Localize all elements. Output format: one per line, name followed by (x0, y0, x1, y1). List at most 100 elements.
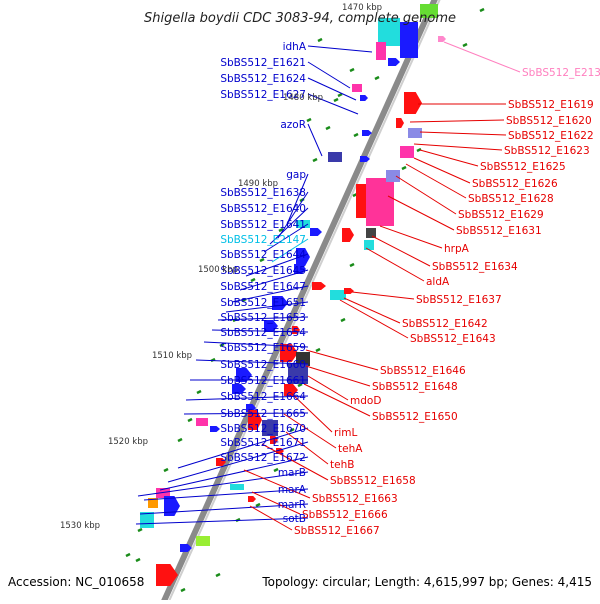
leader-line (419, 131, 507, 136)
gene-arrow (360, 156, 370, 162)
tick-mark (219, 342, 225, 348)
gene-block (262, 420, 278, 436)
tick-mark (340, 317, 346, 323)
kbp-scale-mark: 1490 kbp (238, 179, 278, 189)
leader-line (269, 207, 309, 245)
gene-label-left: SbBS512_E1664 (220, 391, 306, 403)
leader-line (365, 247, 425, 282)
gene-label-right: aldA (426, 276, 450, 288)
tick-mark (401, 165, 407, 171)
gene-label-left: SbBS512_E1638 (220, 187, 306, 199)
gene-block (378, 18, 400, 46)
backbone-shadow (166, 0, 441, 604)
tick-mark (187, 417, 193, 423)
gene-label-right: tehB (330, 459, 354, 471)
gene-label-right: SbBS512_E1628 (468, 193, 554, 205)
gene-label-left: marR (278, 499, 306, 511)
tick-mark (317, 37, 323, 43)
tick-mark (259, 257, 265, 263)
leader-line (143, 488, 309, 501)
tick-mark (349, 67, 355, 73)
leader-line (135, 517, 309, 525)
kbp-scale-mark: 1470 kbp (342, 3, 382, 13)
gene-label-right: SbBS512_E1631 (456, 225, 542, 237)
leader-line (285, 431, 329, 465)
gene-label-right: SbBS512_E1646 (380, 365, 466, 377)
gene-label-left: gap (286, 169, 306, 181)
accession-text: Accession: NC_010658 (8, 575, 144, 589)
leader-line (413, 143, 503, 151)
leader-line (307, 45, 373, 53)
tick-mark (315, 347, 321, 353)
label-leaders (135, 41, 521, 531)
gene-arrow (272, 296, 288, 310)
gene-arrow (396, 118, 404, 128)
leader-line (167, 441, 309, 483)
gene-block (366, 178, 394, 226)
leader-line (211, 329, 309, 333)
leader-line (307, 61, 351, 89)
gene-label-right: SbBS512_E2137 (522, 67, 600, 79)
gene-label-right: SbBS512_E1626 (472, 178, 558, 190)
leader-line (289, 391, 333, 433)
leader-line (243, 469, 311, 499)
gene-block (330, 290, 346, 300)
gene-label-left: SbBS512_E1621 (220, 57, 306, 69)
gene-label-left: SbBS512_E1647 (220, 281, 306, 293)
gene-label-left: sotB (283, 513, 306, 525)
leader-line (217, 316, 309, 321)
tick-mark (416, 147, 422, 153)
backbone-arc (159, 0, 438, 604)
genome-title: Shigella boydii CDC 3083-94, complete ge… (144, 11, 456, 26)
leader-line (159, 456, 309, 491)
gene-arrow (312, 282, 326, 290)
gene-block (156, 488, 170, 498)
gene-label-right: SbBS512_E1648 (372, 381, 458, 393)
leader-line (371, 235, 431, 267)
tick-mark (135, 557, 141, 563)
gene-label-left: SbBS512_E1670 (220, 423, 306, 435)
gene-label-left: SbBS512_E1627 (220, 89, 306, 101)
scale-marks: 1470 kbp 1480 kbp 1490 kbp 1500 kbp 1510 kbp… (60, 3, 382, 531)
kbp-scale-mark: 1510 kbp (152, 351, 192, 361)
leader-line (231, 285, 309, 303)
leader-line (339, 299, 409, 339)
leader-line (303, 383, 371, 417)
gene-arrow (310, 228, 322, 236)
tick-mark (196, 389, 202, 395)
gene-label-right: SbBS512_E1667 (294, 525, 380, 537)
gene-label-left: SbBS512_E1661 (220, 375, 306, 387)
leader-line (177, 427, 309, 469)
tick-mark (289, 427, 295, 433)
gene-arrow (284, 384, 298, 396)
gene-label-left: SbBS512_E1641 (220, 219, 306, 231)
leader-line (245, 253, 309, 277)
gene-label-left: SbBS512_E1671 (220, 437, 306, 449)
gene-block (296, 352, 310, 366)
gene-arrow (362, 130, 372, 136)
gene-arrow (388, 58, 400, 66)
leader-line (277, 191, 309, 239)
gene-label-left: marA (278, 484, 307, 496)
tick-mark (177, 437, 183, 443)
gene-arrow (236, 368, 252, 382)
gene-label-left: idhA (283, 41, 307, 53)
gene-label-right: SbBS512_E1663 (312, 493, 398, 505)
gene-block (296, 220, 310, 228)
leader-line (261, 443, 329, 481)
tick-mark (180, 587, 186, 593)
tick-mark (278, 227, 284, 233)
gene-arrow (248, 496, 256, 502)
gene-arrow (342, 228, 354, 242)
gene-block (288, 364, 308, 384)
leader-line (351, 291, 415, 300)
kbp-scale-mark: 1530 kbp (60, 521, 100, 531)
gene-arrow (210, 426, 220, 432)
gene-arrow (180, 544, 192, 552)
gene-label-left: SbBS512_E1654 (220, 327, 306, 339)
leader-line (443, 41, 521, 73)
leader-line (287, 173, 309, 223)
leader-line (195, 359, 309, 365)
kbp-scale-mark: 1480 kbp (283, 93, 323, 103)
